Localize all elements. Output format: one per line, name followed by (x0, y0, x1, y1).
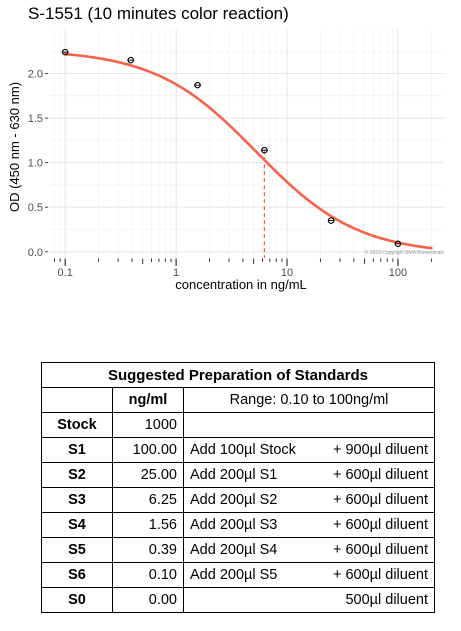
standard-id: S0 (41, 587, 113, 613)
x-tick-label: 0.1 (58, 267, 73, 279)
standard-concentration: 1.56 (112, 512, 184, 538)
y-tick-label: 0.0 (28, 247, 43, 259)
header-range: Range: 0.10 to 100ng/ml (183, 387, 435, 413)
add-instruction: Add 100µl Stock (190, 442, 296, 458)
data-point (327, 217, 335, 224)
data-point (127, 56, 134, 64)
table-title-row: Suggested Preparation of Standards (41, 362, 435, 388)
add-instruction: Add 200µl S1 (190, 467, 278, 483)
table-row: S3 6.25 Add 200µl S2 + 600µl diluent (41, 487, 435, 513)
data-point (394, 240, 402, 247)
diluent-instruction: + 600µl diluent (332, 542, 428, 558)
diluent-instruction: + 600µl diluent (332, 492, 428, 508)
table-title: Suggested Preparation of Standards (41, 362, 435, 388)
standard-concentration: 100.00 (112, 437, 184, 463)
header-unit: ng/ml (112, 387, 184, 413)
standard-id: S6 (41, 562, 113, 588)
x-axis-label: concentration in ng/mL (175, 277, 307, 292)
table-row: S4 1.56 Add 200µl S3 + 600µl diluent (41, 512, 435, 538)
preparation-cell: Add 200µl S5 + 600µl diluent (183, 562, 435, 588)
data-points-layer (61, 48, 402, 247)
standard-concentration: 6.25 (112, 487, 184, 513)
chart-title: S-1551 (10 minutes color reaction) (28, 4, 289, 23)
preparation-cell: Add 200µl S2 + 600µl diluent (183, 487, 435, 513)
standard-concentration: 0.10 (112, 562, 184, 588)
preparation-cell: Add 100µl Stock + 900µl diluent (183, 437, 435, 463)
standard-id: S2 (41, 462, 113, 488)
preparation-cell: 500µl diluent (183, 587, 435, 613)
preparation-cell: Add 200µl S4 + 600µl diluent (183, 537, 435, 563)
diluent-instruction: + 600µl diluent (332, 567, 428, 583)
standard-concentration: 1000 (112, 412, 184, 438)
table-row: S2 25.00 Add 200µl S1 + 600µl diluent (41, 462, 435, 488)
table-row: S5 0.39 Add 200µl S4 + 600µl diluent (41, 537, 435, 563)
table-row: S6 0.10 Add 200µl S5 + 600µl diluent (41, 562, 435, 588)
y-tick-label: 1.5 (28, 113, 43, 125)
diluent-instruction: + 600µl diluent (332, 467, 428, 483)
header-blank (41, 387, 113, 413)
add-instruction: Add 200µl S4 (190, 542, 278, 558)
standard-id: Stock (41, 412, 113, 438)
preparation-cell: Add 200µl S1 + 600µl diluent (183, 462, 435, 488)
y-axis-label: OD (450 nm - 630 nm) (7, 82, 22, 212)
data-point (61, 48, 69, 56)
table-row: S0 0.00 500µl diluent (41, 587, 435, 613)
table-row: Stock 1000 (41, 412, 435, 438)
standard-id: S1 (41, 437, 113, 463)
standard-concentration: 25.00 (112, 462, 184, 488)
data-point (261, 146, 268, 154)
fit-curve (63, 52, 433, 250)
table-row: S1 100.00 Add 100µl Stock + 900µl diluent (41, 437, 435, 463)
diluent-instruction: + 900µl diluent (332, 442, 428, 458)
x-tick-label: 10 (281, 267, 293, 279)
data-point (194, 81, 201, 89)
y-tick-label: 2.0 (28, 69, 43, 81)
copyright-note: © 2023 Copyright BMA Biomedicals (365, 249, 445, 256)
preparation-cell: Add 200µl S3 + 600µl diluent (183, 512, 435, 538)
y-tick-label: 1.0 (28, 158, 43, 170)
standard-concentration: 0.00 (112, 587, 184, 613)
axes: 0.0 0.5 1.0 1.5 2.0 0.1 1 10 100 (28, 69, 432, 279)
x-tick-label: 1 (173, 267, 179, 279)
table-header-row: ng/ml Range: 0.10 to 100ng/ml (41, 387, 435, 413)
x-tick-label: 100 (389, 267, 407, 279)
standard-id: S4 (41, 512, 113, 538)
fit-curve-layer (63, 52, 433, 250)
add-instruction: Add 200µl S2 (190, 492, 278, 508)
standard-id: S5 (41, 537, 113, 563)
standards-preparation-table: Suggested Preparation of Standards ng/ml… (41, 362, 435, 613)
y-tick-label: 0.5 (28, 202, 43, 214)
calibration-chart: 0.0 0.5 1.0 1.5 2.0 0.1 1 10 100 © 2023 Copyrigh… (7, 29, 445, 292)
standard-id: S3 (41, 487, 113, 513)
add-instruction: Add 200µl S5 (190, 567, 278, 583)
standard-concentration: 0.39 (112, 537, 184, 563)
diluent-instruction: + 600µl diluent (332, 517, 428, 533)
diluent-instruction: 500µl diluent (345, 592, 428, 608)
add-instruction: Add 200µl S3 (190, 517, 278, 533)
table-body: Stock 1000 S1 100.00 Add 100µl Stock + 900µl … (41, 412, 435, 613)
grid (48, 29, 444, 258)
preparation-cell (183, 412, 435, 438)
